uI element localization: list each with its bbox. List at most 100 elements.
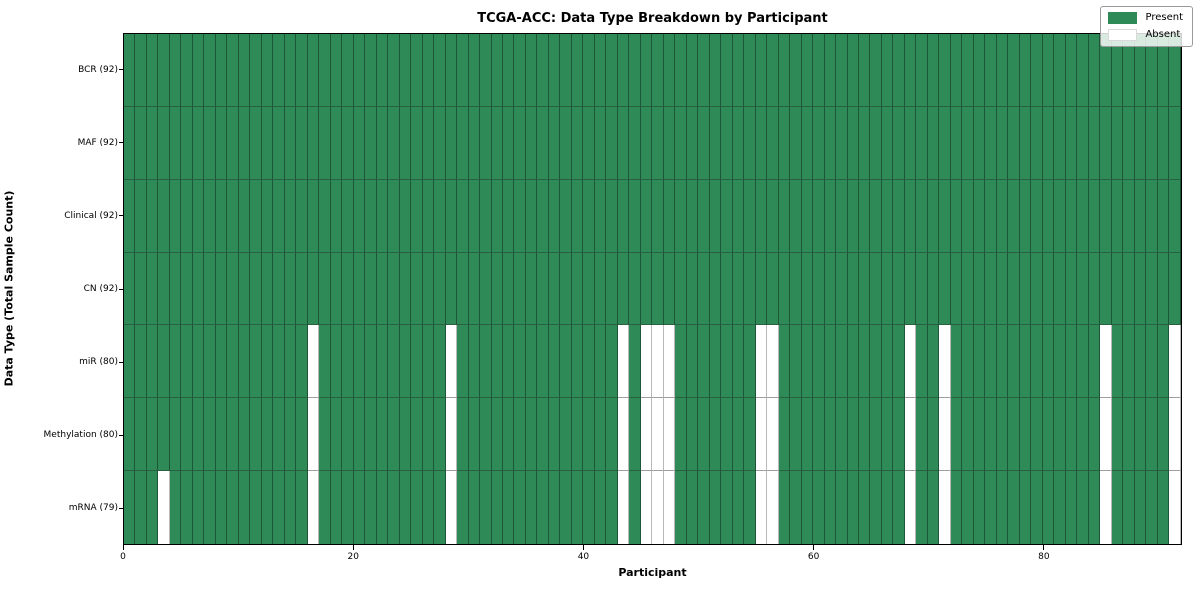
heatmap-cell <box>1123 252 1135 326</box>
heatmap-cell <box>709 179 722 253</box>
heatmap-cell <box>801 252 814 326</box>
heatmap-cell <box>1019 34 1032 107</box>
heatmap-cell <box>1134 398 1147 472</box>
heatmap-cell <box>330 471 343 545</box>
heatmap-cell <box>606 398 618 472</box>
heatmap-cell <box>227 325 239 399</box>
heatmap-cell <box>1065 106 1078 180</box>
heatmap-cell <box>330 34 343 107</box>
heatmap-cell <box>870 471 882 545</box>
heatmap-cell <box>950 179 963 253</box>
heatmap-cell <box>330 106 343 180</box>
heatmap-cell <box>675 252 687 326</box>
heatmap-cell <box>525 398 538 472</box>
heatmap-cell <box>617 398 630 472</box>
heatmap-cell <box>319 179 331 253</box>
heatmap-cell <box>962 252 974 326</box>
heatmap-cell <box>250 106 262 180</box>
heatmap-cell <box>606 252 618 326</box>
heatmap-cell <box>158 252 170 326</box>
heatmap-cell <box>1169 34 1181 107</box>
heatmap-cell <box>698 179 710 253</box>
heatmap-cell <box>721 252 733 326</box>
heatmap-cell <box>881 179 894 253</box>
heatmap-cell <box>813 325 825 399</box>
heatmap-cell <box>962 398 974 472</box>
heatmap-cell <box>146 106 159 180</box>
heatmap-cell <box>480 325 492 399</box>
heatmap-cell <box>204 471 216 545</box>
heatmap-cell <box>1054 106 1066 180</box>
heatmap-cell <box>135 252 147 326</box>
heatmap-cell <box>261 179 274 253</box>
heatmap-cell <box>365 471 377 545</box>
heatmap-cell <box>629 252 641 326</box>
heatmap-cell <box>996 471 1009 545</box>
heatmap-cell <box>135 325 147 399</box>
heatmap-cell <box>330 179 343 253</box>
heatmap-cell <box>950 34 963 107</box>
y-tick-label: mRNA (79) <box>68 503 118 514</box>
heatmap-cell <box>468 34 481 107</box>
heatmap-cell <box>135 398 147 472</box>
heatmap-cell <box>560 34 572 107</box>
heatmap-cell <box>250 398 262 472</box>
heatmap-cell <box>594 179 607 253</box>
heatmap-cell <box>388 398 400 472</box>
heatmap-cell <box>927 179 940 253</box>
heatmap-cell <box>146 325 159 399</box>
heatmap-cell <box>1088 179 1101 253</box>
heatmap-cell <box>135 471 147 545</box>
heatmap-cell <box>939 106 951 180</box>
heatmap-cell <box>916 398 928 472</box>
heatmap-cell <box>307 398 320 472</box>
heatmap-cell <box>261 106 274 180</box>
heatmap-cell <box>376 179 389 253</box>
heatmap-cell <box>445 179 458 253</box>
heatmap-cell <box>1019 325 1032 399</box>
heatmap-cell <box>1065 252 1078 326</box>
heatmap-cell <box>1157 471 1170 545</box>
heatmap-cell <box>284 398 297 472</box>
heatmap-cell <box>1169 179 1181 253</box>
heatmap-cell <box>640 179 653 253</box>
heatmap-cell <box>192 471 205 545</box>
heatmap-cell <box>801 34 814 107</box>
legend-label-absent: Absent <box>1145 29 1181 40</box>
heatmap-cell <box>342 106 354 180</box>
heatmap-cell <box>755 471 768 545</box>
heatmap-cell <box>215 252 228 326</box>
present-swatch-icon <box>1108 12 1138 24</box>
heatmap-cell <box>388 34 400 107</box>
heatmap-cell <box>227 179 239 253</box>
heatmap-cell <box>847 179 859 253</box>
heatmap-cell <box>847 398 859 472</box>
heatmap-cell <box>870 252 882 326</box>
heatmap-cell <box>790 252 802 326</box>
heatmap-cell <box>169 252 182 326</box>
heatmap-cell <box>480 252 492 326</box>
heatmap-cell <box>537 398 549 472</box>
heatmap-cell <box>319 252 331 326</box>
y-tick-mark <box>119 434 124 436</box>
y-tick-label: BCR (92) <box>78 64 118 75</box>
heatmap-cell <box>893 398 905 472</box>
heatmap-cell <box>514 325 526 399</box>
heatmap-cell <box>824 471 837 545</box>
heatmap-cell <box>480 398 492 472</box>
heatmap-cell <box>744 106 756 180</box>
heatmap-cell <box>502 106 515 180</box>
heatmap-cell <box>537 252 549 326</box>
heatmap-cell <box>548 471 561 545</box>
heatmap-cell <box>307 252 320 326</box>
heatmap-cell <box>973 471 986 545</box>
heatmap-cell <box>376 325 389 399</box>
heatmap-cell <box>192 398 205 472</box>
heatmap-cell <box>709 34 722 107</box>
heatmap-cell <box>652 471 664 545</box>
heatmap-row-Methylation <box>124 398 1181 472</box>
heatmap-cell <box>1042 252 1055 326</box>
heatmap-cell <box>411 252 423 326</box>
heatmap-cell <box>870 179 882 253</box>
